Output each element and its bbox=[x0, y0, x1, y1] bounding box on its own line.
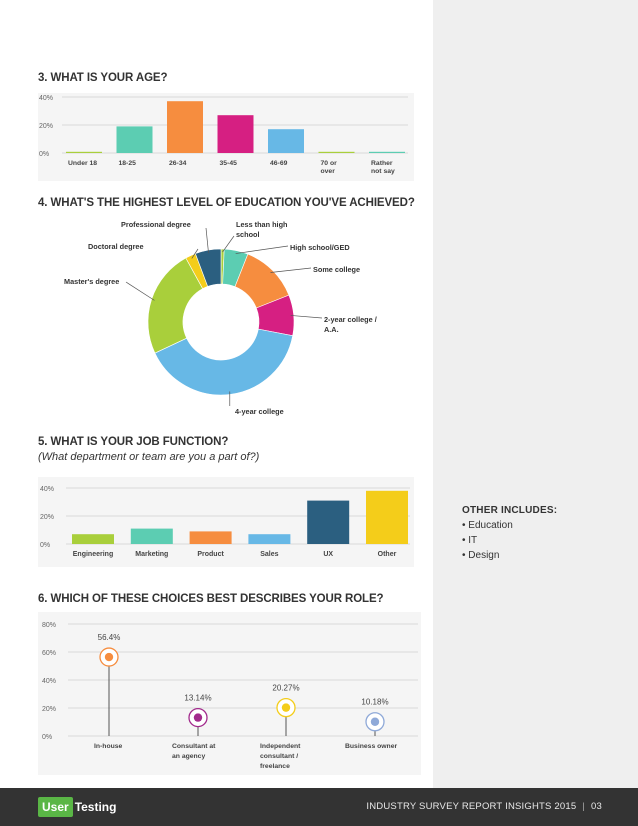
lollipop-dot bbox=[104, 652, 114, 662]
x-tick-label: Other bbox=[378, 551, 397, 558]
y-tick-label: 20% bbox=[40, 514, 54, 521]
bar bbox=[369, 151, 405, 153]
footer-separator: | bbox=[582, 801, 586, 812]
x-tick-label: Under 18 bbox=[68, 160, 97, 167]
lollipop-dot bbox=[281, 703, 291, 712]
lollipop-dot bbox=[193, 713, 203, 722]
bar bbox=[116, 126, 153, 153]
bar bbox=[268, 129, 304, 153]
y-tick-label: 40% bbox=[40, 486, 54, 493]
x-tick-label: 35-45 bbox=[220, 160, 238, 167]
usertesting-logo: User Testing bbox=[38, 797, 116, 817]
slice-label: Professional degree bbox=[121, 220, 191, 229]
other-includes-item: • IT bbox=[462, 535, 478, 546]
x-tick-label: Engineering bbox=[73, 551, 113, 558]
x-tick-label: Product bbox=[197, 551, 224, 558]
y-tick-label: 20% bbox=[39, 123, 53, 130]
x-tick-label: Consultant at an agency bbox=[172, 743, 216, 760]
bar bbox=[366, 490, 408, 544]
leader-line bbox=[290, 315, 323, 319]
leader-line bbox=[222, 235, 235, 253]
bar bbox=[318, 151, 355, 153]
role-chart: 0% 20% 40% 60% 80% 56.4% In-house 13.14% Consult… bbox=[42, 622, 418, 770]
y-tick-label: 60% bbox=[42, 650, 56, 657]
value-label: 13.14% bbox=[184, 694, 211, 703]
bar bbox=[72, 534, 114, 544]
slice-label: Master's degree bbox=[64, 277, 119, 286]
leader-line bbox=[235, 245, 289, 254]
bar bbox=[248, 534, 291, 544]
other-includes-title: OTHER INCLUDES: bbox=[462, 505, 558, 516]
logo-user-text: User bbox=[38, 797, 73, 817]
leader-line bbox=[191, 248, 199, 259]
role-heading: 6. WHICH OF THESE CHOICES BEST DESCRIBES… bbox=[38, 593, 384, 605]
education-heading: 4. WHAT'S THE HIGHEST LEVEL OF EDUCATION… bbox=[38, 197, 415, 209]
y-tick-label: 20% bbox=[42, 706, 56, 713]
x-tick-label: Marketing bbox=[135, 551, 168, 558]
x-tick-label: 26-34 bbox=[169, 160, 187, 167]
footer-report-title: INDUSTRY SURVEY REPORT INSIGHTS 2015 bbox=[366, 801, 577, 812]
y-tick-label: 80% bbox=[42, 622, 56, 629]
y-tick-label: 40% bbox=[39, 95, 53, 102]
job-heading: 5. WHAT IS YOUR JOB FUNCTION? bbox=[38, 436, 229, 448]
slice-label: High school/GED bbox=[290, 243, 350, 252]
role-chart-panel bbox=[38, 612, 421, 775]
job-subheading: (What department or team are you a part … bbox=[38, 451, 260, 463]
x-tick-label: UX bbox=[323, 551, 333, 558]
x-tick-label: Rather not say bbox=[371, 160, 395, 175]
x-tick-label: Business owner bbox=[345, 743, 397, 750]
leader-line bbox=[205, 227, 209, 254]
x-tick-label: 18-25 bbox=[119, 160, 137, 167]
x-tick-label: Independent consultant / freelance bbox=[260, 743, 301, 770]
footer-text: INDUSTRY SURVEY REPORT INSIGHTS 2015 | 03 bbox=[366, 801, 602, 812]
x-tick-label: Sales bbox=[260, 551, 278, 558]
donut-slice bbox=[154, 328, 294, 396]
bar bbox=[130, 528, 173, 544]
slice-label: Doctoral degree bbox=[88, 242, 144, 251]
job-chart-panel bbox=[38, 477, 414, 567]
job-chart: 0% 20% 40% Engineering Marketing Product Sales… bbox=[40, 486, 410, 558]
bar bbox=[189, 531, 232, 544]
age-heading: 3. WHAT IS YOUR AGE? bbox=[38, 72, 168, 84]
y-tick-label: 0% bbox=[39, 151, 49, 158]
bar bbox=[307, 500, 350, 544]
logo-testing-text: Testing bbox=[74, 800, 117, 814]
slice-label: 2-year college / A.A. bbox=[324, 315, 377, 334]
y-tick-label: 0% bbox=[42, 734, 52, 741]
footer-bar bbox=[0, 788, 638, 826]
y-tick-label: 40% bbox=[42, 678, 56, 685]
value-label: 56.4% bbox=[98, 633, 121, 642]
value-label: 20.27% bbox=[272, 684, 299, 693]
page-number: 03 bbox=[591, 801, 602, 812]
other-includes-item: • Design bbox=[462, 550, 500, 561]
lollipop-dot bbox=[370, 717, 380, 726]
slice-label: Less than high school bbox=[236, 220, 288, 239]
value-label: 10.18% bbox=[361, 698, 388, 707]
bar bbox=[167, 101, 203, 153]
bar bbox=[217, 115, 254, 153]
bar bbox=[66, 151, 102, 153]
x-tick-label: 46-69 bbox=[270, 160, 288, 167]
sidebar-panel bbox=[433, 0, 638, 788]
age-chart: 0% 20% 40% Under 18 18-25 26-34 35-45 46-69 70 o… bbox=[39, 95, 408, 175]
other-includes-note: OTHER INCLUDES: • Education • IT • Desig… bbox=[462, 503, 557, 563]
leader-line bbox=[125, 281, 155, 301]
other-includes-item: • Education bbox=[462, 520, 513, 531]
leader-line bbox=[270, 267, 312, 273]
slice-label: 4-year college bbox=[235, 407, 284, 416]
slice-label: Some college bbox=[313, 265, 360, 274]
y-tick-label: 0% bbox=[40, 542, 50, 549]
x-tick-label: 70 or over bbox=[321, 160, 338, 175]
donut-slice bbox=[195, 248, 222, 287]
x-tick-label: In-house bbox=[94, 743, 123, 750]
